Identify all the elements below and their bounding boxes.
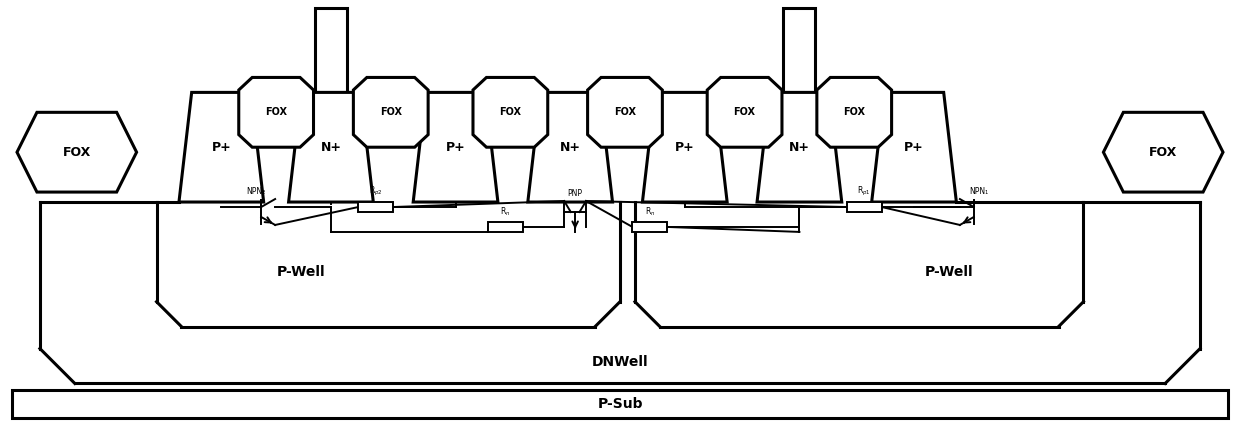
Polygon shape [1104, 112, 1223, 192]
Bar [12, 390, 1228, 418]
Text: NPN₁: NPN₁ [970, 187, 988, 196]
Text: N+: N+ [559, 141, 580, 154]
Text: FOX: FOX [1149, 146, 1177, 159]
Bar [632, 222, 667, 232]
Text: FOX: FOX [265, 107, 288, 117]
Text: FOX: FOX [63, 146, 91, 159]
Polygon shape [707, 78, 782, 147]
Polygon shape [758, 92, 842, 202]
Bar [487, 222, 523, 232]
Text: P-Well: P-Well [925, 265, 973, 279]
Text: P+: P+ [445, 141, 465, 154]
Polygon shape [289, 92, 373, 202]
Text: P-Sub: P-Sub [598, 398, 642, 411]
Polygon shape [179, 92, 264, 202]
Polygon shape [17, 112, 136, 192]
Text: FOX: FOX [379, 107, 402, 117]
Text: N+: N+ [320, 141, 341, 154]
Text: PNP: PNP [568, 189, 583, 198]
Polygon shape [239, 78, 314, 147]
Polygon shape [413, 92, 498, 202]
Polygon shape [528, 92, 613, 202]
Text: R$_n$: R$_n$ [500, 206, 511, 218]
Bar [784, 8, 816, 147]
Text: DNWell: DNWell [591, 354, 649, 368]
Text: P-Well: P-Well [277, 265, 325, 279]
Polygon shape [817, 78, 892, 147]
Text: FOX: FOX [734, 107, 755, 117]
Text: P+: P+ [904, 141, 924, 154]
Text: NPN₂: NPN₂ [247, 187, 265, 196]
Text: FOX: FOX [843, 107, 866, 117]
Polygon shape [872, 92, 956, 202]
Polygon shape [642, 92, 727, 202]
Text: FOX: FOX [614, 107, 636, 117]
Polygon shape [472, 78, 548, 147]
Polygon shape [353, 78, 428, 147]
Text: R$_{p2}$: R$_{p2}$ [370, 185, 383, 198]
Bar [358, 202, 393, 212]
Bar [847, 202, 882, 212]
Text: R$_{p1}$: R$_{p1}$ [857, 185, 870, 198]
Text: R$_n$: R$_n$ [645, 206, 655, 218]
Text: P+: P+ [212, 141, 231, 154]
Bar [315, 8, 347, 147]
Text: FOX: FOX [500, 107, 521, 117]
Text: P+: P+ [675, 141, 694, 154]
Text: N+: N+ [789, 141, 810, 154]
Polygon shape [588, 78, 662, 147]
